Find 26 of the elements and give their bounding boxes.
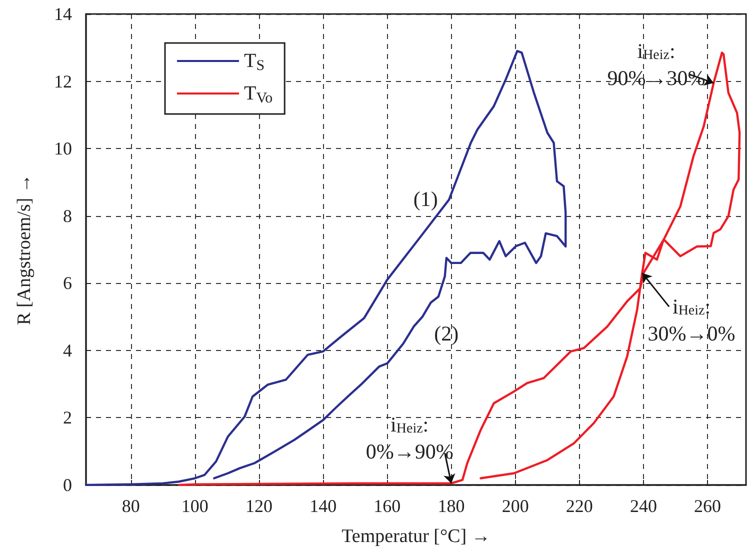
annotation: iHeiz: 90%→30% [607,38,706,90]
y-tick-label: 2 [63,408,72,428]
x-tick-label: 260 [694,496,722,516]
y-tick-label: 12 [54,71,72,92]
x-tick-label: 100 [181,496,208,516]
x-tick-label: 80 [122,496,140,516]
y-axis-title: R [Angstroem/s] → [14,174,35,325]
x-tick-label: 220 [566,496,593,516]
y-tick-label: 0 [63,475,72,495]
annotation: iHeiz: 30%→0% [648,294,736,346]
y-tick-label: 14 [54,4,72,24]
annotation: (1) [413,187,438,212]
y-tick-label: 8 [63,206,72,226]
y-tick-label: 4 [63,340,72,360]
annotation: iHeiz: 0%→90% [366,412,454,464]
annotation: (2) [434,322,459,346]
line-series [84,50,567,486]
x-tick-label: 200 [502,496,529,516]
y-tick-label: 6 [63,273,72,294]
x-axis-title: Temperatur [°C] → [342,526,490,547]
y-tick-label: 10 [54,138,72,159]
x-tick-label: 140 [310,496,337,516]
x-tick-label: 180 [438,496,465,516]
x-tick-label: 240 [630,496,657,516]
x-tick-label: 160 [374,496,401,516]
x-tick-label: 120 [246,496,273,516]
